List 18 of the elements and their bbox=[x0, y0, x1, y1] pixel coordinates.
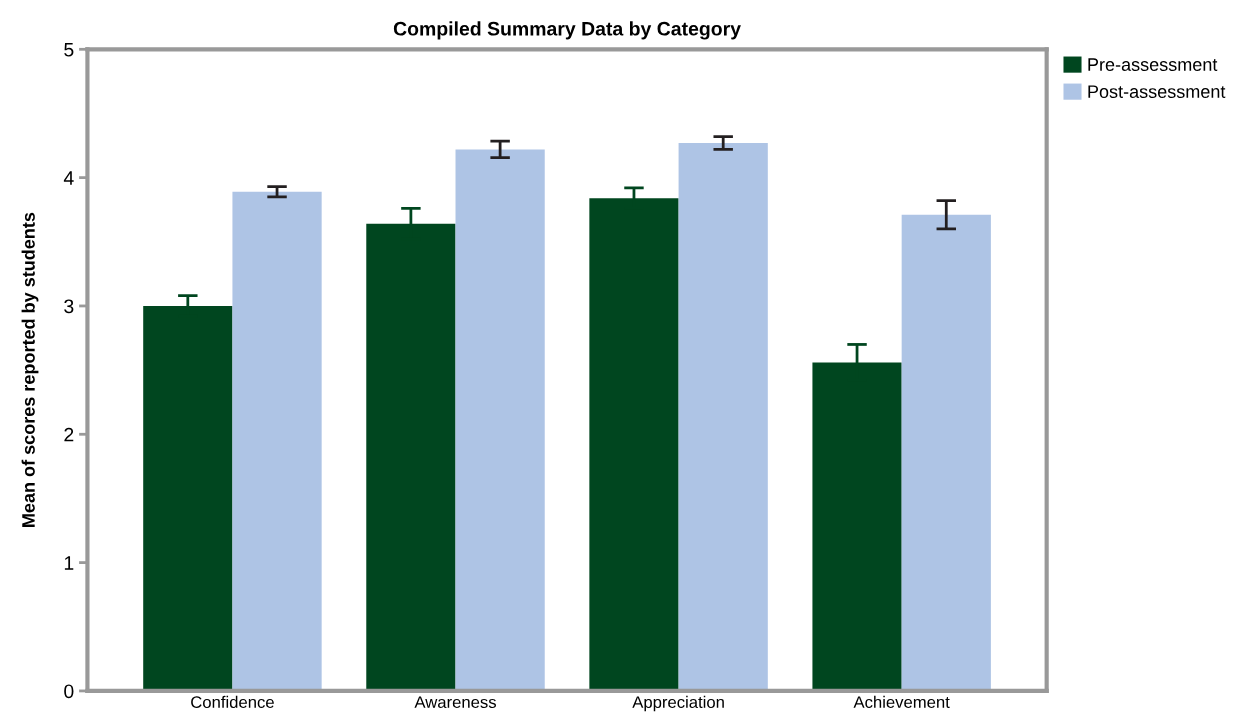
y-tick-label: 5 bbox=[64, 42, 74, 57]
x-tick-label: Awareness bbox=[414, 696, 496, 709]
legend-label: Post-assessment bbox=[1088, 85, 1226, 98]
x-tick-label: Confidence bbox=[191, 695, 274, 709]
y-tick-label: 3 bbox=[64, 299, 74, 314]
y-tick-label: 4 bbox=[63, 171, 74, 185]
chart-title: Compiled Summary Data by Category bbox=[393, 21, 741, 40]
y-tick-label: 0 bbox=[64, 684, 74, 699]
y-tick-label: 2 bbox=[64, 427, 74, 442]
legend-label: Pre-assessment bbox=[1088, 58, 1218, 71]
y-axis-title: Mean of scores reported by students bbox=[21, 212, 39, 527]
x-tick-label: Achievement bbox=[853, 695, 950, 709]
x-tick-label: Appreciation bbox=[632, 695, 724, 712]
bar bbox=[678, 142, 768, 691]
bar bbox=[232, 191, 322, 691]
bar bbox=[455, 149, 545, 691]
bar bbox=[901, 214, 991, 691]
y-tick-label: 1 bbox=[64, 556, 74, 570]
